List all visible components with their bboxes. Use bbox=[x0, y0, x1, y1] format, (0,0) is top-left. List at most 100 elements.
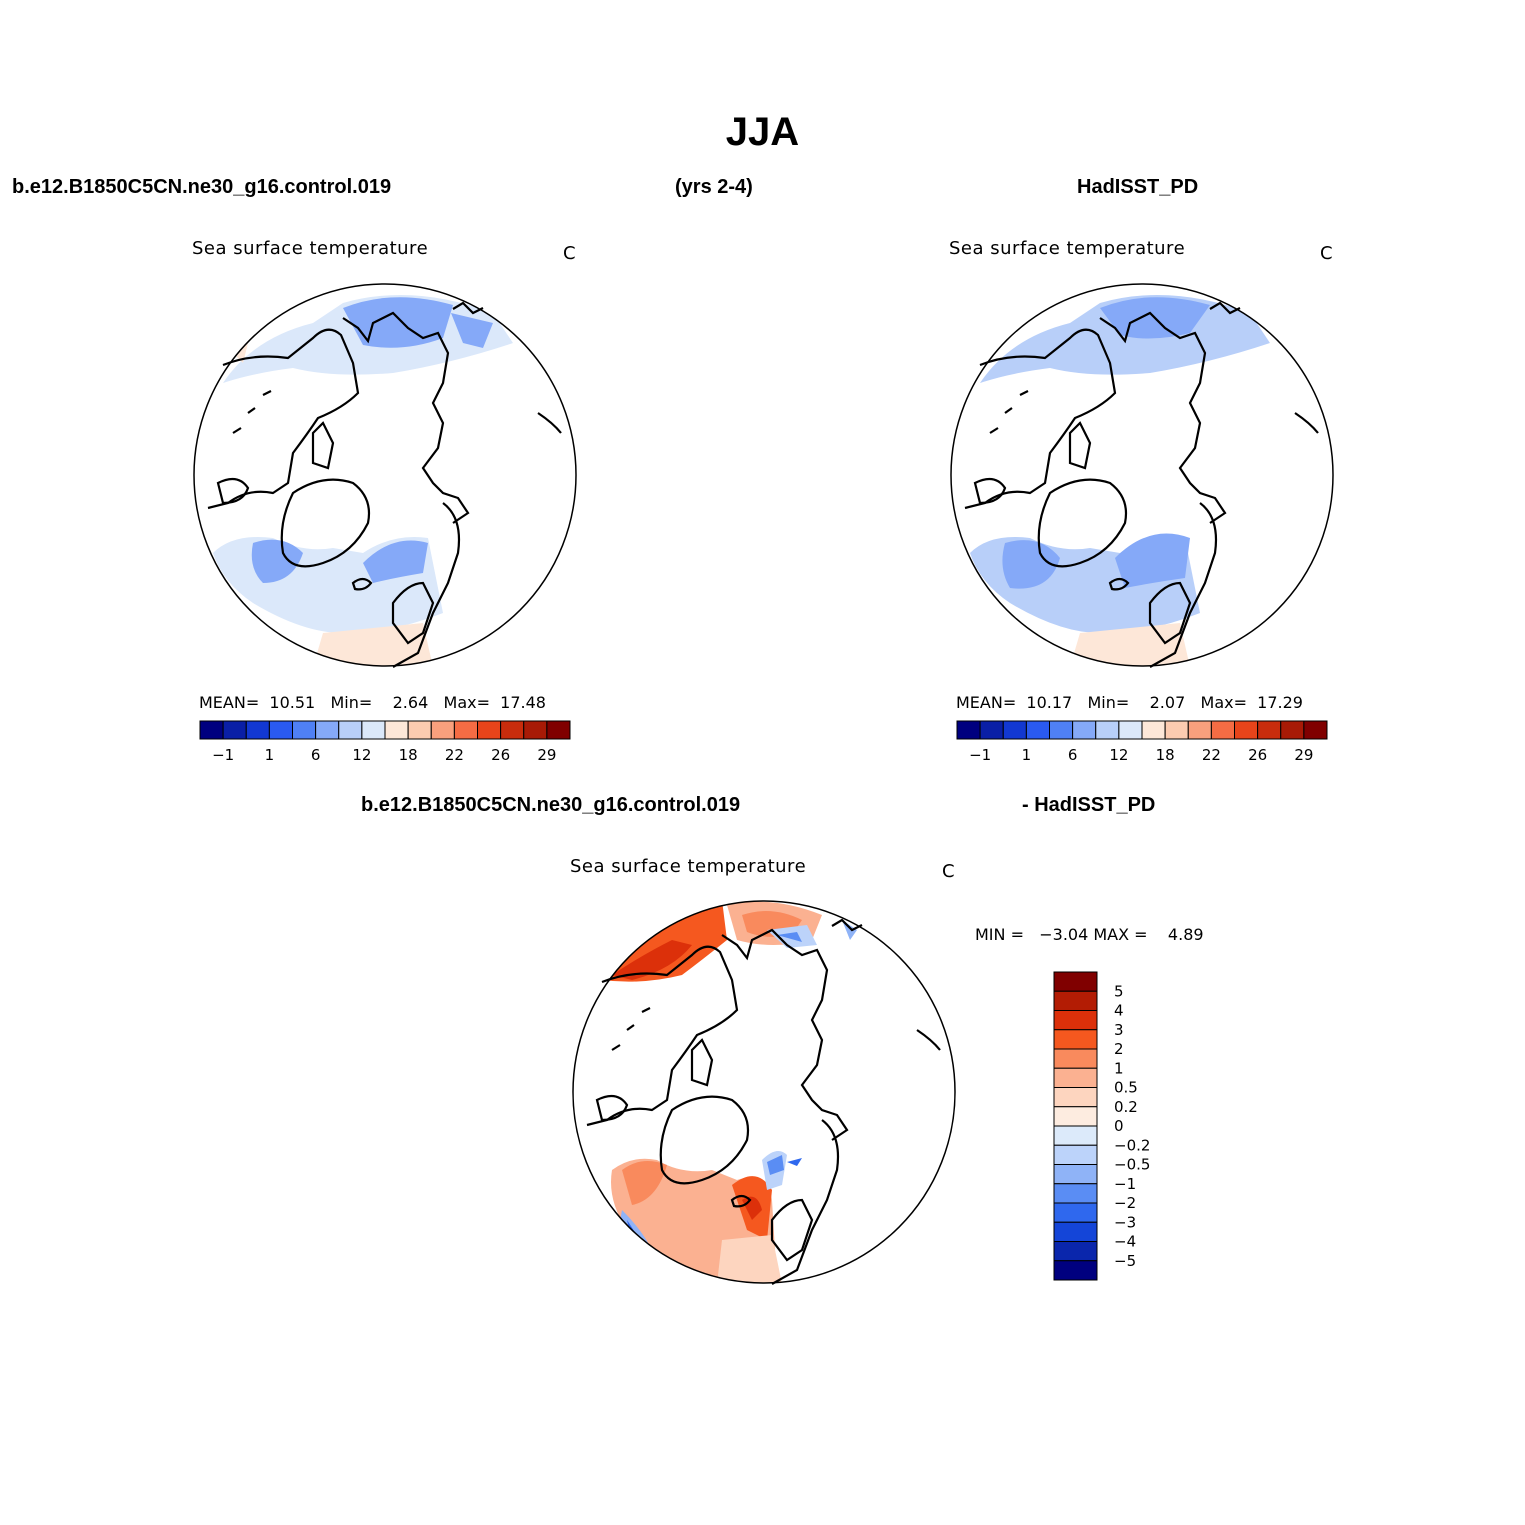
panel3-colorbar-tick-label: 5 bbox=[1114, 982, 1124, 1000]
panel3-colorbar-tick-label: −3 bbox=[1114, 1213, 1136, 1231]
panel3-colorbar-box bbox=[1053, 1164, 1098, 1185]
obs-name-header: HadISST_PD bbox=[1077, 176, 1199, 198]
panel1-mean-label: MEAN= bbox=[199, 693, 260, 712]
panel2-min-value: 2.07 bbox=[1149, 693, 1186, 712]
panel3-colorbar-box bbox=[1053, 971, 1098, 992]
panel1-colorbar-box bbox=[222, 720, 247, 740]
panel1-min-label: Min= bbox=[330, 693, 373, 712]
panel2-colorbar: −1 1 6 12 18 22 26 29 bbox=[956, 720, 1328, 764]
panel1-colorbar-tick-label: 26 bbox=[491, 746, 510, 764]
panel1-colorbar-box bbox=[384, 720, 409, 740]
panel3-colorbar-tick-label: 0 bbox=[1114, 1117, 1124, 1135]
panel3-colorbar-box bbox=[1053, 1010, 1098, 1031]
panel3-colorbar-tick-label: −5 bbox=[1114, 1252, 1136, 1270]
panel2-colorbar-box bbox=[1257, 720, 1282, 740]
panel3-max-label: MAX = bbox=[1093, 925, 1148, 944]
panel1-polar-map bbox=[193, 283, 577, 668]
diff-case-header: b.e12.B1850C5CN.ne30_g16.control.019 bbox=[361, 794, 741, 816]
panel1-colorbar-box bbox=[245, 720, 270, 740]
panel2-colorbar-tick-label: 1 bbox=[1022, 746, 1032, 764]
panel2-mean-label: MEAN= bbox=[956, 693, 1017, 712]
panel1-colorbar-box bbox=[523, 720, 548, 740]
panel2-max-label: Max= bbox=[1200, 693, 1247, 712]
panel3-colorbar-tick-label: −0.5 bbox=[1114, 1156, 1150, 1174]
panel2-min-label: Min= bbox=[1087, 693, 1130, 712]
panel3-colorbar-tick-label: 1 bbox=[1114, 1059, 1124, 1077]
panel1-colorbar-box bbox=[453, 720, 478, 740]
panel2-colorbar-tick-label: −1 bbox=[969, 746, 991, 764]
panel2-colorbar-box bbox=[1210, 720, 1235, 740]
panel1-units: C bbox=[563, 243, 577, 264]
panel3-colorbar-box bbox=[1053, 990, 1098, 1011]
panel2-colorbar-box bbox=[956, 720, 981, 740]
panel3-colorbar-tick-label: 2 bbox=[1114, 1040, 1124, 1058]
panel2-colorbar-tick-label: 26 bbox=[1248, 746, 1267, 764]
panel3-colorbar-tick-label: −4 bbox=[1114, 1233, 1136, 1251]
panel3-colorbar-box bbox=[1053, 1183, 1098, 1204]
panel2-title: Sea surface temperature bbox=[949, 238, 1186, 259]
panel3-colorbar-box bbox=[1053, 1048, 1098, 1069]
panel3-max-value: 4.89 bbox=[1167, 925, 1204, 944]
panel3-colorbar-tick-label: 3 bbox=[1114, 1021, 1124, 1039]
panel1-colorbar-box bbox=[268, 720, 293, 740]
panel3-colorbar-box bbox=[1053, 1241, 1098, 1262]
diff-obs-header: - HadISST_PD bbox=[1022, 794, 1156, 816]
years-header: (yrs 2-4) bbox=[675, 176, 753, 198]
panel2-colorbar-box bbox=[1049, 720, 1074, 740]
panel1-colorbar-box bbox=[546, 720, 571, 740]
panel1-mean-value: 10.51 bbox=[269, 693, 316, 712]
panel3-colorbar-tick-label: −1 bbox=[1114, 1175, 1136, 1193]
panel1-colorbar-box bbox=[407, 720, 432, 740]
panel2-colorbar-box bbox=[1164, 720, 1189, 740]
panel1-title: Sea surface temperature bbox=[192, 238, 429, 259]
panel1-colorbar-tick-label: 1 bbox=[265, 746, 275, 764]
panel2-stats: MEAN= 10.17 Min= 2.07 Max= 17.29 bbox=[956, 693, 1303, 712]
panel3-colorbar-box bbox=[1053, 1029, 1098, 1050]
season-title: JJA bbox=[725, 110, 800, 154]
panel3-colorbar-tick-label: 0.5 bbox=[1114, 1079, 1138, 1097]
panel3-colorbar-box bbox=[1053, 1202, 1098, 1223]
panel3-colorbar-box bbox=[1053, 1144, 1098, 1165]
panel2-max-value: 17.29 bbox=[1257, 693, 1303, 712]
panel3-colorbar-box bbox=[1053, 1221, 1098, 1242]
panel3-min-value: −3.04 bbox=[1039, 925, 1089, 944]
panel2-colorbar-box bbox=[1072, 720, 1097, 740]
panel3-units: C bbox=[942, 861, 956, 882]
panel2-colorbar-box bbox=[979, 720, 1004, 740]
panel1-colorbar: −1 1 6 12 18 22 26 29 bbox=[199, 720, 571, 764]
panel3-colorbar-tick-label: −0.2 bbox=[1114, 1136, 1150, 1154]
panel3-title: Sea surface temperature bbox=[570, 856, 807, 877]
panel2-colorbar-tick-label: 6 bbox=[1068, 746, 1078, 764]
panel2-colorbar-box bbox=[1303, 720, 1328, 740]
panel1-colorbar-tick-label: −1 bbox=[212, 746, 234, 764]
panel2-colorbar-tick-label: 18 bbox=[1156, 746, 1175, 764]
panel3-colorbar-box bbox=[1053, 1260, 1098, 1281]
panel1-colorbar-box bbox=[361, 720, 386, 740]
panel1-colorbar-tick-label: 6 bbox=[311, 746, 321, 764]
panel2-colorbar-box bbox=[1118, 720, 1143, 740]
panel1-colorbar-box bbox=[500, 720, 525, 740]
panel1-colorbar-box bbox=[292, 720, 317, 740]
panel1-colorbar-box bbox=[199, 720, 224, 740]
panel2-mean-value: 10.17 bbox=[1026, 693, 1073, 712]
panel1-min-value: 2.64 bbox=[392, 693, 429, 712]
panel1-colorbar-tick-label: 29 bbox=[537, 746, 556, 764]
panel2-colorbar-tick-label: 12 bbox=[1109, 746, 1128, 764]
panel3-colorbar-tick-label: 4 bbox=[1114, 1002, 1124, 1020]
panel1-colorbar-box bbox=[338, 720, 363, 740]
panel2-colorbar-box bbox=[1002, 720, 1027, 740]
panel3-colorbar-box bbox=[1053, 1125, 1098, 1146]
case-name-header: b.e12.B1850C5CN.ne30_g16.control.019 bbox=[12, 176, 392, 198]
panel3-min-label: MIN = bbox=[975, 925, 1024, 944]
panel3-stats: MIN = −3.04 MAX = 4.89 bbox=[975, 925, 1204, 944]
panel1-colorbar-tick-label: 12 bbox=[352, 746, 371, 764]
panel1-max-label: Max= bbox=[443, 693, 490, 712]
panel3-colorbar-box bbox=[1053, 1106, 1098, 1127]
panel3-colorbar-box bbox=[1053, 1087, 1098, 1108]
panel1-colorbar-tick-label: 18 bbox=[399, 746, 418, 764]
panel3-colorbar-tick-label: 0.2 bbox=[1114, 1098, 1138, 1116]
panel2-colorbar-box bbox=[1095, 720, 1120, 740]
panel2-colorbar-box bbox=[1187, 720, 1212, 740]
panel1-colorbar-box bbox=[477, 720, 502, 740]
